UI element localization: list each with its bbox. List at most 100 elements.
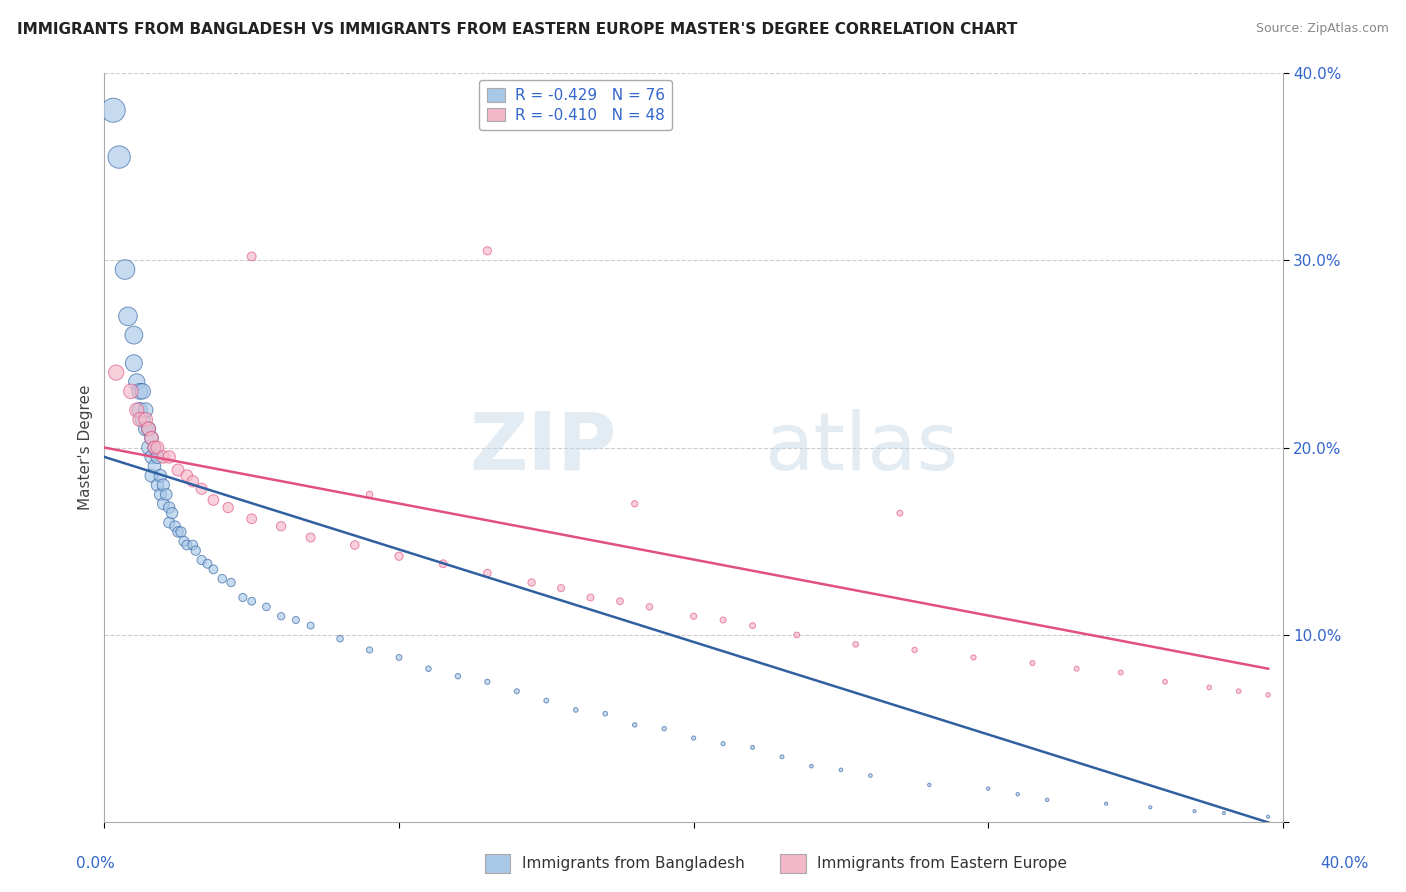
Point	[157, 516, 180, 530]
Point	[565, 703, 588, 717]
Text: ZIP: ZIP	[470, 409, 617, 486]
Point	[138, 441, 160, 455]
Point	[270, 609, 292, 624]
Point	[146, 478, 169, 492]
Point	[217, 500, 239, 515]
Point	[167, 524, 190, 539]
Point	[152, 450, 174, 464]
Point	[202, 562, 225, 576]
Point	[418, 662, 440, 676]
Point	[184, 543, 207, 558]
Point	[359, 643, 381, 657]
Point	[977, 781, 1000, 796]
Point	[149, 487, 172, 501]
Point	[962, 650, 984, 665]
Point	[176, 468, 198, 483]
Point	[786, 628, 808, 642]
Point	[1007, 787, 1029, 801]
Legend: R = -0.429   N = 76, R = -0.410   N = 48: R = -0.429 N = 76, R = -0.410 N = 48	[479, 80, 672, 130]
Point	[388, 549, 411, 564]
Point	[254, 599, 277, 614]
Point	[477, 674, 499, 689]
Point	[105, 366, 128, 380]
Point	[682, 731, 704, 745]
Point	[741, 740, 763, 755]
Point	[550, 581, 572, 595]
Point	[117, 310, 139, 324]
Point	[638, 599, 661, 614]
Point	[202, 493, 225, 508]
Text: IMMIGRANTS FROM BANGLADESH VS IMMIGRANTS FROM EASTERN EUROPE MASTER'S DEGREE COR: IMMIGRANTS FROM BANGLADESH VS IMMIGRANTS…	[17, 22, 1018, 37]
Point	[157, 500, 180, 515]
Point	[770, 749, 793, 764]
Text: Immigrants from Eastern Europe: Immigrants from Eastern Europe	[817, 856, 1067, 871]
Y-axis label: Master's Degree: Master's Degree	[79, 384, 93, 510]
Point	[219, 575, 242, 590]
Point	[197, 557, 219, 571]
Point	[447, 669, 470, 683]
Point	[181, 538, 204, 552]
Point	[579, 591, 602, 605]
Point	[157, 450, 180, 464]
Point	[859, 768, 882, 782]
Text: Source: ZipAtlas.com: Source: ZipAtlas.com	[1256, 22, 1389, 36]
Point	[711, 613, 734, 627]
Point	[889, 506, 911, 520]
Point	[284, 613, 307, 627]
Point	[520, 575, 543, 590]
Point	[131, 384, 153, 399]
Point	[152, 478, 174, 492]
Point	[1154, 674, 1177, 689]
Point	[160, 506, 183, 520]
Point	[343, 538, 366, 552]
Point	[432, 557, 454, 571]
Point	[211, 572, 233, 586]
Point	[190, 553, 212, 567]
Point	[128, 384, 150, 399]
Point	[165, 519, 187, 533]
Point	[1198, 681, 1220, 695]
Point	[1139, 800, 1161, 814]
Point	[711, 737, 734, 751]
Point	[682, 609, 704, 624]
Point	[741, 618, 763, 632]
Point	[143, 441, 166, 455]
Point	[830, 763, 852, 777]
Point	[477, 244, 499, 258]
Point	[1227, 684, 1250, 698]
Point	[143, 459, 166, 474]
Point	[1036, 793, 1059, 807]
Point	[1213, 805, 1236, 820]
Point	[141, 431, 163, 445]
Point	[800, 759, 823, 773]
Point	[135, 422, 157, 436]
Point	[1257, 810, 1279, 824]
Point	[146, 450, 169, 464]
Point	[152, 497, 174, 511]
Text: atlas: atlas	[765, 409, 959, 486]
Point	[536, 693, 558, 707]
Point	[143, 441, 166, 455]
Point	[240, 249, 263, 263]
Point	[1066, 662, 1088, 676]
Point	[845, 637, 868, 651]
Point	[1021, 656, 1043, 670]
Text: 0.0%: 0.0%	[76, 856, 115, 871]
Point	[155, 487, 177, 501]
Point	[1095, 797, 1118, 811]
Point	[138, 422, 160, 436]
Point	[125, 403, 148, 417]
Point	[141, 468, 163, 483]
Point	[135, 412, 157, 426]
Point	[623, 718, 645, 732]
Point	[270, 519, 292, 533]
Point	[128, 403, 150, 417]
Point	[240, 594, 263, 608]
Point	[146, 441, 169, 455]
Point	[122, 328, 145, 343]
Point	[167, 463, 190, 477]
Point	[149, 468, 172, 483]
Point	[477, 566, 499, 581]
Point	[103, 103, 125, 118]
Point	[135, 403, 157, 417]
